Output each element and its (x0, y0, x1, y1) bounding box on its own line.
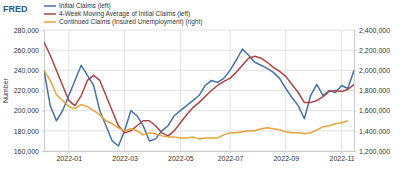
tick: 280,000 (14, 27, 44, 34)
tick: 2,000,000 (354, 67, 390, 74)
tick-label: 2022-01 (56, 155, 82, 162)
grid-line (68, 30, 69, 151)
tick-mark (354, 70, 356, 71)
axis-line (44, 31, 45, 152)
tick-mark (180, 151, 181, 153)
tick-label: 260,000 (14, 47, 39, 54)
tick-label: 2,400,000 (359, 27, 390, 34)
tick-label: 2022-07 (218, 155, 244, 162)
tick-mark (42, 111, 44, 112)
tick: 260,000 (14, 47, 44, 54)
legend: Initial Claims (left)4-Week Moving Avera… (44, 2, 202, 26)
plot-area (44, 42, 354, 146)
grid-line (44, 110, 354, 111)
legend-swatch (44, 5, 56, 7)
logo: FRED (3, 4, 28, 14)
tick-mark (42, 70, 44, 71)
tick: 2022-05 (168, 151, 194, 162)
tick: 2022-07 (218, 151, 244, 162)
tick-mark (354, 91, 356, 92)
tick: 2022-01 (56, 151, 82, 162)
tick: 1,400,000 (354, 128, 390, 135)
tick: 160,000 (14, 148, 44, 155)
tick-label: 200,000 (14, 107, 39, 114)
tick: 2022-03 (112, 151, 138, 162)
tick-mark (354, 131, 356, 132)
series-line (44, 49, 354, 146)
tick-mark (354, 50, 356, 51)
legend-label: Initial Claims (left) (59, 2, 111, 10)
tick-label: 280,000 (14, 27, 39, 34)
tick-label: 1,800,000 (359, 87, 390, 94)
grid-line (44, 30, 354, 31)
y2-axis: 1,200,000 1,400,000 1,600,000 1,800,000 2,00… (354, 27, 390, 155)
tick-mark (42, 91, 44, 92)
tick-mark (354, 111, 356, 112)
legend-label: Continued Claims (Insured Unemployment) … (59, 18, 202, 26)
grid-line (44, 130, 354, 131)
tick: 240,000 (14, 67, 44, 74)
grid-line (44, 50, 354, 51)
grid (44, 30, 354, 151)
tick-mark (286, 151, 287, 153)
tick-mark (354, 30, 356, 31)
tick: 1,800,000 (354, 87, 390, 94)
tick-label: 180,000 (14, 128, 39, 135)
grid-line (285, 30, 286, 151)
tick: 2,400,000 (354, 27, 390, 34)
tick-label: 2,200,000 (359, 47, 390, 54)
tick: 1,600,000 (354, 107, 390, 114)
legend-swatch (44, 13, 56, 15)
tick-label: 240,000 (14, 67, 39, 74)
grid-line (44, 151, 354, 152)
axis-title: Number (2, 77, 9, 103)
tick-label: 2022-05 (168, 155, 194, 162)
tick-mark (42, 50, 44, 51)
tick: 1,200,000 (354, 148, 390, 155)
tick-label: 1,200,000 (359, 148, 390, 155)
grid-line (341, 30, 342, 151)
tick-label: 2,000,000 (359, 67, 390, 74)
tick: 2022-09 (273, 151, 299, 162)
chart: 160,000 180,000 200,000 220,000 240,000 260,0… (0, 0, 400, 171)
tick-label: 2022-11 (330, 155, 355, 162)
tick-label: 2022-03 (112, 155, 138, 162)
tick-label: 160,000 (14, 148, 39, 155)
tick-mark (342, 151, 343, 153)
tick: 2,200,000 (354, 47, 390, 54)
tick: 220,000 (14, 87, 44, 94)
tick-mark (69, 151, 70, 153)
series-line (44, 42, 354, 136)
axis-line (45, 151, 355, 152)
legend-label: 4-Week Moving Average of Initial Claims … (59, 10, 190, 18)
tick-mark (42, 131, 44, 132)
tick-mark (230, 151, 231, 153)
tick-mark (42, 151, 44, 152)
x-axis: 2022-01 2022-03 2022-05 2022-07 2022-09 2022-… (45, 151, 355, 162)
grid-line (44, 70, 354, 71)
tick-label: 220,000 (14, 87, 39, 94)
tick: 200,000 (14, 107, 44, 114)
grid-line (44, 90, 354, 91)
tick: 2022-11 (330, 151, 355, 162)
tick-mark (125, 151, 126, 153)
axis-line (354, 31, 355, 152)
legend-swatch (44, 21, 56, 23)
y-axis: 160,000 180,000 200,000 220,000 240,000 260,0… (14, 27, 45, 155)
tick: 180,000 (14, 128, 44, 135)
tick-label: 2022-09 (273, 155, 299, 162)
grid-line (180, 30, 181, 151)
series-line (44, 70, 348, 139)
tick-label: 1,600,000 (359, 107, 390, 114)
tick-label: 1,400,000 (359, 128, 390, 135)
tick-mark (42, 30, 44, 31)
